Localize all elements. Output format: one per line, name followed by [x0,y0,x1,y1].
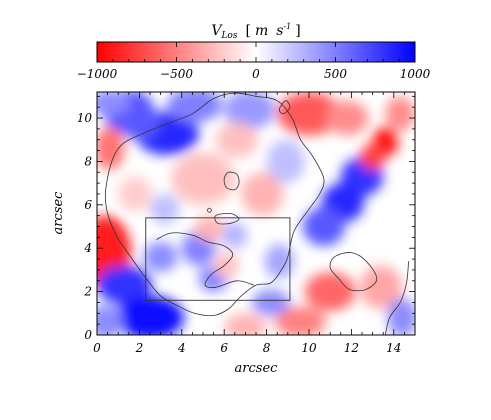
contour-small-c [278,100,291,115]
velocity-patch [359,265,403,309]
velocity-patch [171,152,235,205]
colorbar-unit-s: s [276,23,283,39]
velocity-patch [302,206,346,247]
colorbar-tick-label: 1000 [400,67,431,81]
colorbar-unit-close: ] [295,23,300,39]
y-tick-label: 0 [84,328,92,342]
velocity-patch [150,193,180,225]
y-tick-label: 6 [84,198,92,212]
velocity-patch [213,252,240,279]
contours [104,92,409,335]
velocity-patch [97,265,153,305]
contour-outer [104,92,325,317]
velocity-patch [224,313,267,335]
contour-right-lobe [329,252,378,292]
velocity-patch [116,295,184,335]
velocity-patch [385,96,415,132]
velocity-patch [277,92,341,136]
y-axis-label: arcsec [51,191,66,235]
velocity-patch [304,272,356,312]
colorbar-unit-exp: -1 [283,22,291,31]
contour-small-d [206,207,212,213]
contour-right-edge [384,261,409,335]
velocity-patch [251,289,290,316]
x-tick-label: 4 [177,341,186,355]
colorbar-unit-m: m [255,23,268,39]
x-tick-label: 12 [344,341,359,355]
y-tick-label: 2 [83,285,92,299]
x-tick-label: 8 [263,341,271,355]
velocity-patch [325,100,369,136]
contour-inner [156,232,255,288]
colorbar-tick-label: 0 [252,67,260,81]
colorbar-tick-label: −500 [160,67,193,81]
velocity-patch [97,126,125,171]
contour-small-b [214,212,240,225]
velocity-patch [97,304,123,335]
velocity-patch [166,92,223,123]
colorbar-title: VLos [ m s-1] [211,22,300,41]
colorbar-label-sub: Los [220,31,237,41]
x-tick-label: 6 [220,341,228,355]
x-tick-label: 2 [135,341,144,355]
colorbar-ticks: −1000 −500 0 500 1000 [77,42,431,81]
velocity-patch [143,241,178,273]
colorbar-tick-label: −1000 [77,67,118,81]
velocity-patch [222,222,248,249]
velocity-patch [241,172,284,216]
velocity-patch [387,298,415,335]
x-tick-label: 10 [301,341,317,355]
y-tick-label: 8 [84,154,92,168]
axis-ticks: 0 2 4 6 8 10 12 14 0 2 4 6 8 10 [77,92,416,355]
velocity-patch [359,144,386,171]
velocity-patch [224,92,276,129]
velocity-patch [118,176,153,212]
velocity-patch [266,139,305,184]
colorbar-label: V [211,23,223,39]
y-tick-label: 4 [83,241,92,255]
contour-small-a [223,171,240,191]
velocity-patch [275,306,326,335]
velocity-patch [264,243,295,279]
x-tick-label: 0 [93,341,101,355]
velocity-patch [215,122,259,158]
x-axis-label: arcsec [235,361,279,376]
velocity-patch [97,92,131,116]
y-tick-label: 10 [77,111,93,125]
colorbar-unit-open: [ [245,23,250,39]
heatmap-field [97,92,415,335]
colorbar-tick-label: 500 [324,67,347,81]
selection-box [145,217,291,301]
velocity-patch [118,105,161,140]
x-tick-label: 14 [386,341,401,355]
